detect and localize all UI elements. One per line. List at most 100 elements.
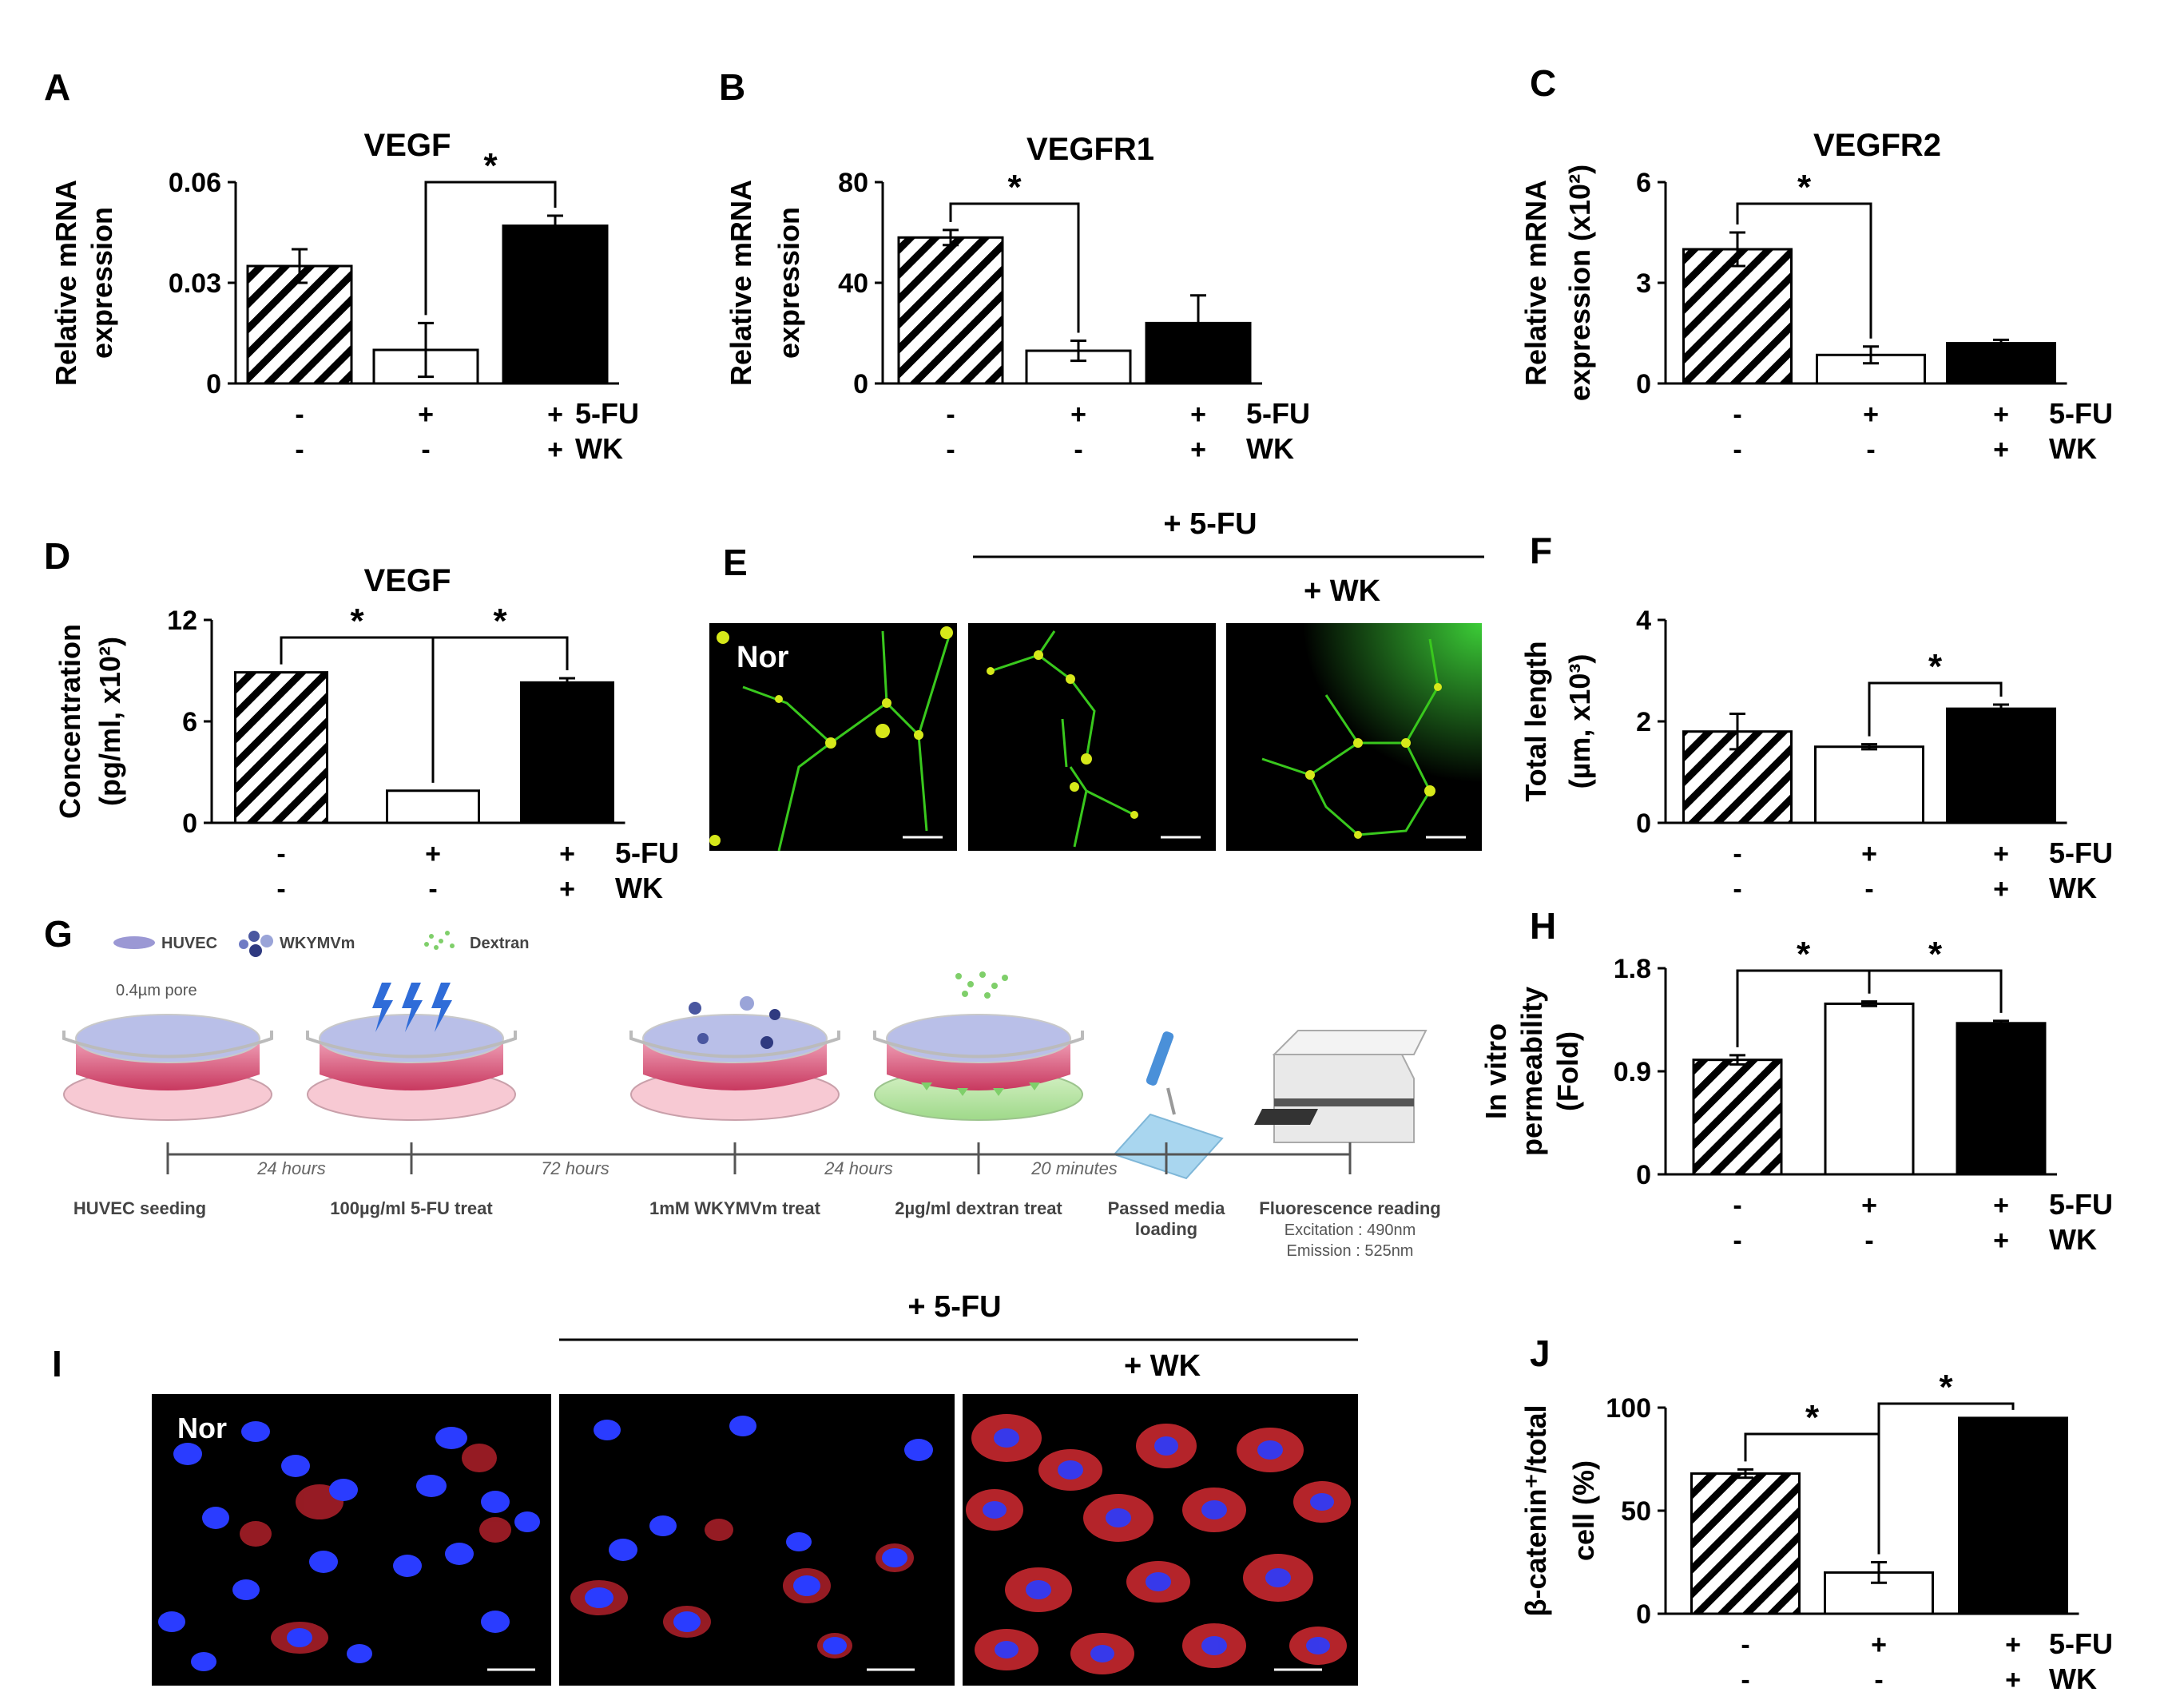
treatment-sign-5fu: - [1733, 1190, 1741, 1221]
bar [1692, 1059, 1783, 1176]
y-tick-label: 0.03 [169, 268, 221, 299]
bar [234, 671, 328, 824]
step-label-6c: Emission : 525nm [1287, 1242, 1414, 1260]
step-label-6b: Excitation : 490nm [1285, 1221, 1416, 1239]
treatment-sign-5fu: - [1733, 399, 1741, 430]
significance-bracket [431, 636, 569, 783]
transwell-dish-3 [629, 996, 840, 1121]
treatment-sign-5fu: + [418, 399, 434, 430]
treatment-sign-wk: + [547, 435, 563, 465]
bar [1956, 1022, 2047, 1176]
y-axis-label: Total length [1519, 641, 1552, 801]
y-tick-label: 6 [1636, 168, 1651, 198]
treatment-header-wk: + WK [1124, 1349, 1201, 1383]
bar [1690, 1472, 1801, 1615]
panel-letter-a: A [44, 66, 70, 108]
interval-label-4: 20 minutes [1030, 1158, 1118, 1178]
y-axis-label: cell (%) [1567, 1460, 1600, 1561]
treatment-sign-wk: + [1993, 435, 2009, 465]
panel-letter-e: E [723, 542, 748, 583]
panel-letter-h: H [1530, 905, 1556, 947]
chart-panel-d: D VEGF Concentration (pg/ml, x10²) 0 6 12 * * - + +… [44, 535, 679, 904]
treatment-label-5fu: 5-FU [2049, 1188, 2113, 1221]
y-tick-label: 0 [206, 369, 221, 399]
treatment-sign-5fu: + [425, 839, 441, 869]
chart-title: VEGF [364, 563, 451, 598]
chart-panel-j: Jβ-catenin⁺/total cell (%) 0 50 100 * * - + + - - +5… [1519, 1333, 2113, 1695]
treatment-label-5fu: 5-FU [615, 836, 679, 869]
if-micrograph-normal: Nor [152, 1394, 551, 1686]
significance-star: * [1928, 647, 1943, 686]
treatment-label-wk: WK [2049, 432, 2097, 465]
y-tick-label: 0 [1636, 808, 1651, 839]
panel-letter-f: F [1530, 530, 1552, 571]
bar [1682, 730, 1793, 824]
y-axis-label: Relative mRNA [1519, 180, 1552, 386]
panel-i: I + 5-FU + WK Nor [52, 1290, 1358, 1686]
legend-huvec: HUVEC [113, 935, 217, 952]
bar [1824, 1002, 1915, 1176]
legend-wkymvm: WKYMVm [239, 931, 355, 957]
y-tick-label: 0.9 [1614, 1057, 1651, 1087]
treatment-label-wk: WK [615, 872, 663, 904]
significance-star: * [1939, 1368, 1953, 1407]
y-tick-label: 6 [182, 707, 197, 737]
treatment-sign-5fu: + [559, 839, 575, 869]
step-label-4: 2µg/ml dextran treat [895, 1198, 1062, 1218]
significance-star: * [1797, 168, 1812, 207]
panel-letter-d: D [44, 535, 70, 577]
treatment-sign-5fu: + [1871, 1630, 1887, 1660]
bar [1682, 248, 1793, 385]
y-axis-label: (µm, x10³) [1563, 654, 1596, 789]
treatment-sign-wk: - [295, 435, 304, 465]
treatment-sign-5fu: + [547, 399, 563, 430]
y-axis-label: (pg/ml, x10²) [93, 637, 126, 806]
chart-panel-a: A VEGF Relative mRNA expression 0 0.03 0.06 * - +… [44, 66, 639, 465]
y-tick-label: 0 [1636, 369, 1651, 399]
significance-bracket [424, 181, 557, 316]
y-tick-label: 12 [167, 606, 197, 636]
lightning-bolt-icon [372, 983, 452, 1032]
chart-title: VEGFR1 [1026, 132, 1154, 167]
timeline [166, 1142, 1352, 1174]
y-tick-label: 40 [838, 268, 868, 299]
significance-bracket [1868, 969, 2003, 1013]
treatment-sign-5fu: + [2005, 1630, 2021, 1660]
if-micrograph-5fu-wk [963, 1394, 1358, 1686]
treatment-sign-5fu: + [1993, 399, 2009, 430]
treatment-sign-5fu: + [1861, 839, 1877, 869]
bar [1946, 342, 2056, 385]
treatment-sign-wk: + [559, 874, 575, 904]
significance-bracket [1736, 202, 1872, 339]
transwell-dish-2 [306, 983, 517, 1121]
significance-star: * [1805, 1398, 1820, 1437]
step-label-1: HUVEC seeding [73, 1198, 206, 1218]
significance-bracket [949, 202, 1080, 333]
treatment-sign-wk: - [428, 874, 437, 904]
bar [246, 264, 353, 385]
step-label-5b: loading [1135, 1219, 1197, 1239]
if-micrograph-5fu [559, 1394, 955, 1686]
treatment-sign-wk: + [1993, 1225, 2009, 1256]
treatment-sign-5fu: - [276, 839, 285, 869]
treatment-label-5fu: 5-FU [575, 397, 639, 430]
treatment-label-5fu: 5-FU [2049, 836, 2113, 869]
y-tick-label: 1.8 [1614, 954, 1651, 984]
treatment-sign-wk: - [1864, 874, 1873, 904]
treatment-sign-wk: + [1993, 874, 2009, 904]
y-axis-label: Concentration [54, 624, 86, 819]
treatment-sign-5fu: + [1070, 399, 1086, 430]
treatment-sign-wk: - [421, 435, 430, 465]
chart-panel-c: C VEGFR2 Relative mRNA expression (x10²) 0 3 6… [1519, 62, 2113, 465]
transwell-dish-1 [62, 1014, 273, 1121]
panel-e: E + 5-FU + WK Nor [709, 507, 1484, 852]
bar [1958, 1416, 2068, 1615]
treatment-sign-5fu: - [946, 399, 955, 430]
significance-star: * [483, 146, 498, 185]
significance-star: * [493, 602, 507, 641]
y-tick-label: 4 [1636, 606, 1651, 636]
panel-letter-c: C [1530, 62, 1556, 104]
huvec-cell-icon [113, 936, 155, 949]
legend-dextran: Dextran [424, 931, 529, 952]
